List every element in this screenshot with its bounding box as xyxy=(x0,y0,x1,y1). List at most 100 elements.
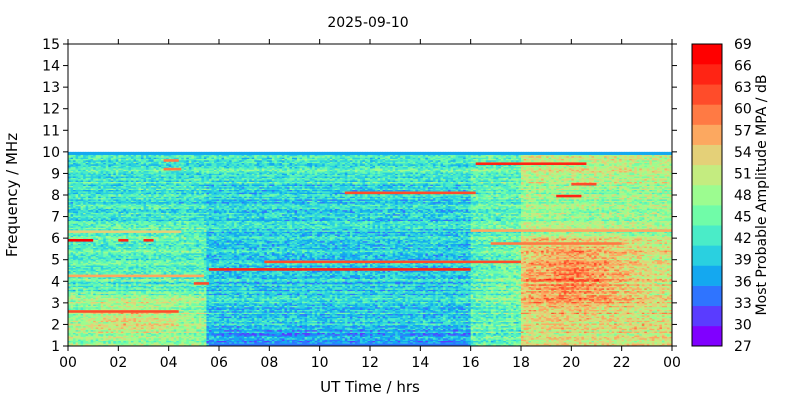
heatmap-cell xyxy=(425,339,429,342)
heatmap-cell xyxy=(93,343,97,346)
heatmap-cell xyxy=(143,340,147,343)
heatmap-cell xyxy=(405,337,409,340)
heatmap-cell xyxy=(151,332,154,335)
heatmap-cell xyxy=(515,333,519,336)
heatmap-cell xyxy=(410,339,414,342)
heatmap-cell xyxy=(236,336,240,339)
heatmap-cell xyxy=(460,341,464,344)
heatmap-cell xyxy=(593,343,597,346)
heatmap-cell xyxy=(621,336,625,339)
heatmap-cell xyxy=(83,343,87,346)
heatmap-cell xyxy=(485,340,489,343)
heatmap-cell xyxy=(178,333,182,336)
heatmap-cell xyxy=(450,337,454,340)
heatmap-cell xyxy=(241,331,245,333)
heatmap-cell xyxy=(624,337,628,340)
heatmap-cell xyxy=(661,339,665,342)
heatmap-cell xyxy=(299,341,303,344)
heatmap-cell xyxy=(73,333,76,336)
heatmap-cell xyxy=(322,335,326,337)
heatmap-cell xyxy=(120,336,124,339)
heatmap-cell xyxy=(90,335,94,337)
heatmap-cell xyxy=(103,343,107,346)
heatmap-cell xyxy=(463,339,467,342)
heatmap-cell xyxy=(269,339,273,342)
heatmap-cell xyxy=(548,337,552,340)
heatmap-cell xyxy=(651,335,655,337)
heatmap-cell xyxy=(193,340,197,343)
heatmap-cell xyxy=(246,331,250,333)
heatmap-cell xyxy=(229,331,232,333)
heatmap-cell xyxy=(98,333,102,336)
heatmap-cell xyxy=(334,333,338,336)
heatmap-cell xyxy=(526,340,529,343)
heatmap-cell xyxy=(475,341,479,344)
heatmap-cell xyxy=(299,333,303,336)
heatmap-cell xyxy=(641,335,645,337)
heatmap-cell xyxy=(523,341,527,344)
heatmap-cell xyxy=(588,339,592,342)
heatmap-cell xyxy=(375,341,378,344)
heatmap-cell xyxy=(641,340,645,343)
heatmap-cell xyxy=(382,337,386,340)
heatmap-cell xyxy=(518,332,522,335)
heatmap-cell xyxy=(375,332,378,335)
heatmap-cell xyxy=(281,332,285,335)
heatmap-cell xyxy=(271,339,275,342)
heatmap-cell xyxy=(337,341,341,344)
heatmap-cell xyxy=(146,341,149,344)
heatmap-cell xyxy=(70,331,74,333)
heatmap-cell xyxy=(427,340,431,343)
heatmap-cell xyxy=(543,343,547,346)
heatmap-cell xyxy=(470,333,474,336)
heatmap-cell xyxy=(100,332,104,335)
heatmap-cell xyxy=(181,339,185,342)
heatmap-cell xyxy=(609,337,612,340)
heatmap-cell xyxy=(480,337,484,340)
heatmap-cell xyxy=(636,340,640,343)
heatmap-cell xyxy=(103,331,107,333)
heatmap-cell xyxy=(158,339,162,342)
heatmap-cell xyxy=(568,340,572,343)
heatmap-cell xyxy=(427,333,431,336)
heatmap-cell xyxy=(626,336,630,339)
heatmap-cell xyxy=(576,340,580,343)
heatmap-cell xyxy=(435,340,439,343)
heatmap-cell xyxy=(490,336,494,339)
heatmap-cell xyxy=(256,331,260,333)
heatmap-cell xyxy=(286,337,290,340)
heatmap-cell xyxy=(221,340,225,343)
heatmap-cell xyxy=(475,343,479,346)
heatmap-cell xyxy=(377,340,381,343)
heatmap-cell xyxy=(73,332,76,335)
heatmap-cell xyxy=(211,335,215,337)
heatmap-cell xyxy=(362,339,366,342)
heatmap-cell xyxy=(284,332,288,335)
heatmap-cell xyxy=(284,340,288,343)
heatmap-cell xyxy=(593,337,597,340)
heatmap-cell xyxy=(505,340,509,343)
heatmap-cell xyxy=(485,341,489,344)
heatmap-cell xyxy=(203,333,207,336)
heatmap-cell xyxy=(70,332,74,335)
heatmap-cell xyxy=(531,343,534,346)
heatmap-cell xyxy=(588,341,592,344)
heatmap-cell xyxy=(128,333,132,336)
heatmap-cell xyxy=(387,339,391,342)
heatmap-cell xyxy=(266,337,270,340)
heatmap-cell xyxy=(445,336,449,339)
heatmap-cell xyxy=(616,332,620,335)
heatmap-cell xyxy=(417,336,421,339)
heatmap-cell xyxy=(448,332,451,335)
heatmap-cell xyxy=(68,335,71,337)
heatmap-cell xyxy=(83,339,87,342)
heatmap-cell xyxy=(304,339,308,342)
heatmap-cell xyxy=(526,333,529,336)
heatmap-cell xyxy=(120,340,124,343)
heatmap-cell xyxy=(395,333,399,336)
heatmap-cell xyxy=(609,333,612,336)
heatmap-cell xyxy=(611,343,615,346)
heatmap-cell xyxy=(644,332,648,335)
heatmap-cell xyxy=(123,340,127,343)
heatmap-cell xyxy=(478,332,482,335)
